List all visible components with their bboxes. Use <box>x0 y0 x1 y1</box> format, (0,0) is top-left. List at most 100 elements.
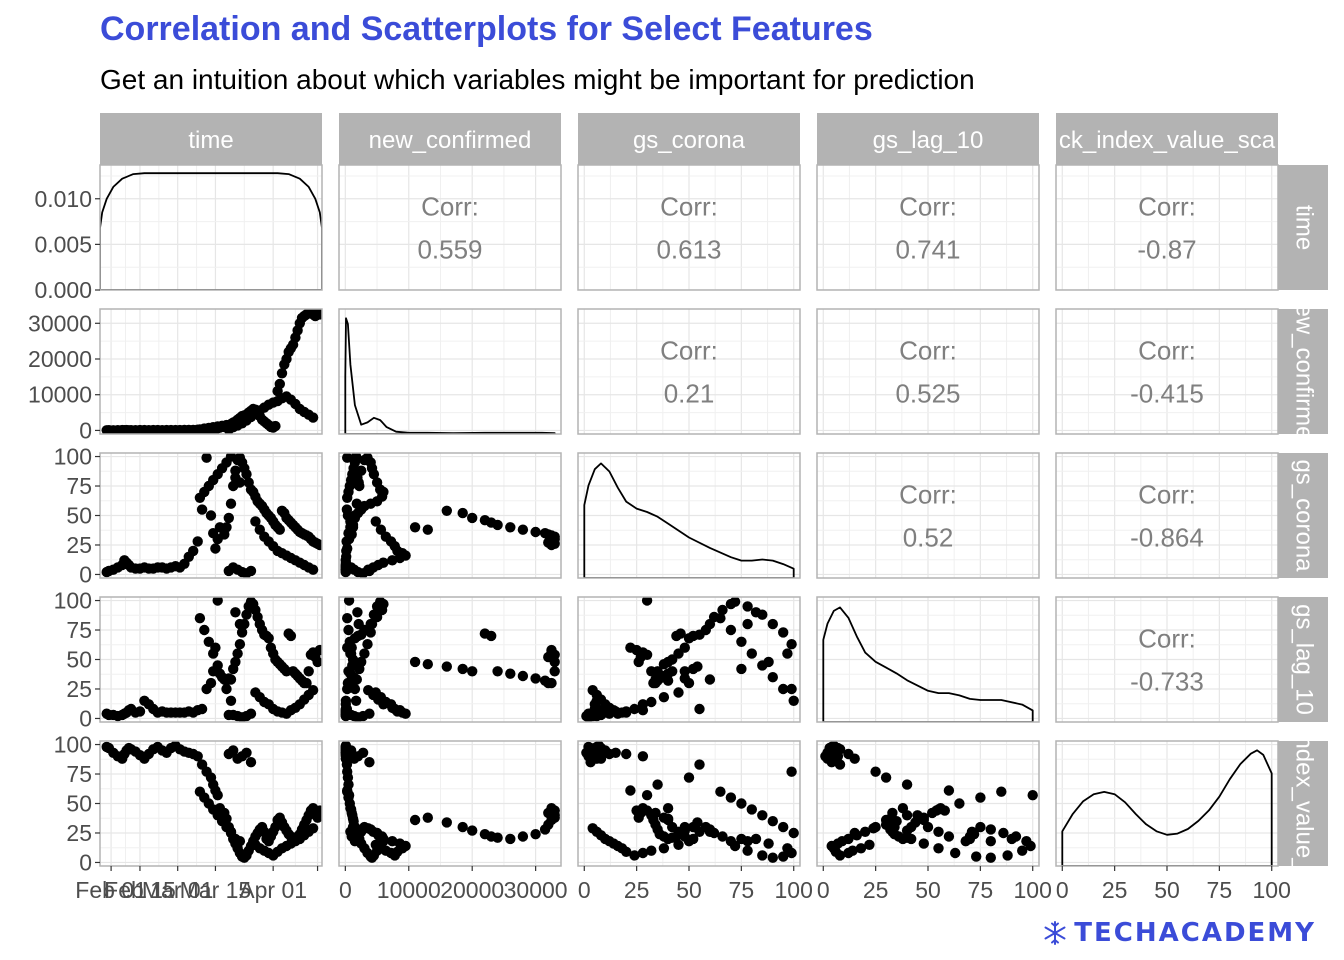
panel: Corr: -0.864 <box>1055 452 1279 579</box>
scatter-point <box>658 812 670 823</box>
panel-grid <box>817 165 1039 290</box>
scatter-point <box>492 832 503 843</box>
scatter-point <box>767 852 778 863</box>
panel <box>577 740 801 867</box>
scatter-point <box>788 827 799 839</box>
scatter-point <box>134 706 146 717</box>
y-tick-label: 0.000 <box>34 277 92 303</box>
scatter-point <box>307 564 319 575</box>
corr-label: Corr: <box>1138 624 1196 654</box>
scatter-point <box>467 512 478 524</box>
y-tick-label: 75 <box>66 761 92 787</box>
y-tick-label: 50 <box>66 791 92 817</box>
x-tick-label: 50 <box>676 877 702 903</box>
column-strip <box>100 113 322 165</box>
scatter-point <box>221 522 232 533</box>
scatter-point <box>933 843 944 854</box>
scatter-point <box>964 831 976 842</box>
scatter-point <box>314 644 322 656</box>
row-strip-label: time <box>1291 205 1318 250</box>
panel-grid <box>100 741 322 866</box>
scatter-point <box>250 516 261 527</box>
scatter-point <box>587 685 598 696</box>
y-tick-label: 25 <box>66 820 92 846</box>
x-tick-label: 25 <box>1102 877 1128 903</box>
scatter-point <box>631 805 642 816</box>
scatter-point <box>492 666 503 677</box>
panel-grid <box>578 165 800 290</box>
x-tick-label: 0 <box>339 877 352 903</box>
y-tick-label: 0 <box>79 849 92 875</box>
scatter-point <box>363 685 374 696</box>
row-strip <box>1278 453 1328 578</box>
scatter-point <box>353 618 364 630</box>
scatter-point <box>342 613 353 624</box>
scatter-point <box>212 790 223 801</box>
x-tick-label: Mar 15 <box>180 877 252 903</box>
panel-grid <box>339 165 561 290</box>
panel-background <box>339 309 561 434</box>
panel-border <box>816 596 1040 723</box>
scatter-point <box>646 845 657 856</box>
panel-grid <box>1056 741 1278 866</box>
panel-border <box>816 308 1040 435</box>
scatter-point <box>370 516 381 527</box>
x-tick-label: 25 <box>863 877 889 903</box>
panel-grid <box>817 597 1039 722</box>
corr-value: 0.613 <box>656 235 721 265</box>
scatter-point <box>778 683 789 695</box>
scatter-point <box>486 630 497 642</box>
corr-label: Corr: <box>1138 336 1196 366</box>
scatter-point <box>763 838 774 849</box>
scatter-point <box>742 618 753 630</box>
scatter-point <box>362 639 373 650</box>
scatter-point <box>234 836 246 847</box>
panel-border <box>577 452 801 579</box>
scatter-point <box>505 668 516 679</box>
x-tick-label: 100 <box>775 877 813 903</box>
scatter-point <box>314 805 322 816</box>
scatter-point <box>671 630 682 642</box>
column-strip-label: ck_index_value_sca <box>1059 127 1276 154</box>
scatter-point <box>263 633 274 644</box>
scatter-point <box>843 748 854 760</box>
panel <box>816 740 1040 867</box>
panel-grid <box>339 741 561 866</box>
scatter-point <box>822 747 833 758</box>
panel-border <box>816 164 1040 291</box>
scatter-point <box>933 826 944 837</box>
row-strip-label: gs_lag_10 <box>1291 604 1318 715</box>
scatter-point <box>530 829 541 840</box>
panel <box>338 308 562 435</box>
panel-grid <box>578 453 800 578</box>
panel-grid <box>100 165 322 290</box>
scatter-point <box>860 826 871 837</box>
corr-value: 0.52 <box>903 523 954 553</box>
scatter-point <box>225 695 237 706</box>
panel-grid <box>817 309 1039 434</box>
scatter-point <box>641 597 653 606</box>
chart-title: Correlation and Scatterplots for Select … <box>100 10 873 48</box>
scatter-point <box>307 685 319 696</box>
y-tick-label: 75 <box>66 617 92 643</box>
panel-grid <box>578 309 800 434</box>
scatter-point <box>625 785 636 796</box>
scatter-point <box>1021 836 1032 847</box>
corr-label: Corr: <box>899 336 957 366</box>
scatter-point <box>236 627 248 638</box>
x-tick-label: Mar 01 <box>142 877 214 903</box>
scatter-point <box>352 607 363 618</box>
panel <box>338 596 562 723</box>
panel <box>577 452 801 579</box>
row-strip <box>1278 597 1328 722</box>
scatter-point <box>505 522 516 533</box>
scatter-point <box>505 833 516 845</box>
scatter-point <box>216 672 228 683</box>
panel: Corr: 0.52 <box>816 452 1040 579</box>
scatter-point <box>205 510 217 521</box>
scatter-point <box>230 656 241 668</box>
scatter-point <box>694 703 705 715</box>
scatter-series <box>581 741 799 863</box>
scatter-series <box>101 309 322 434</box>
y-tick-label: 0.010 <box>34 186 92 212</box>
